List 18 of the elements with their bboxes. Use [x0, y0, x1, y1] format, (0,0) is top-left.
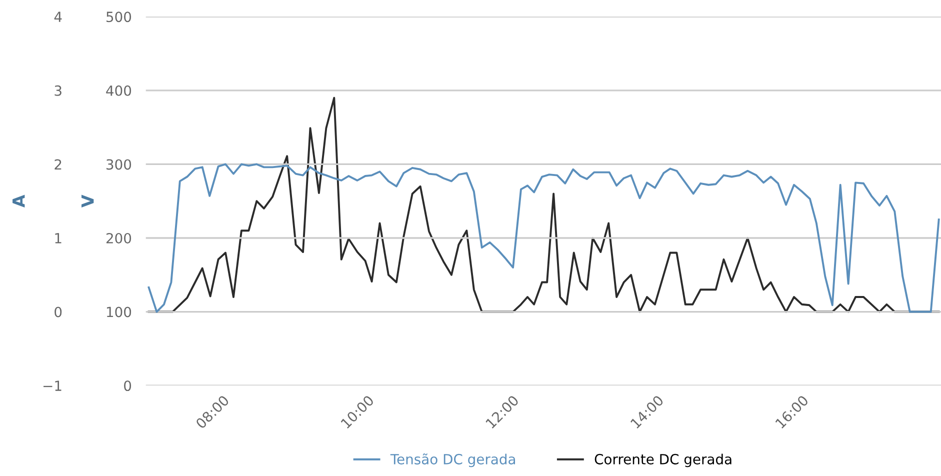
y2-tick-label: 3 [54, 85, 62, 96]
y-tick-label: 0 [124, 380, 132, 392]
line-series [148, 163, 940, 313]
y-axis-title: V [82, 194, 94, 208]
y-tick-label: 400 [106, 85, 132, 96]
y2-tick-label: −1 [44, 380, 62, 391]
y-tick-label: 200 [106, 232, 132, 244]
y-tick-label: 500 [106, 12, 132, 22]
line-series [148, 96, 940, 313]
y2-tick-label: 0 [54, 306, 62, 318]
y-tick-label: 100 [106, 306, 132, 318]
legend-label: Tensão DC gerada [390, 453, 515, 468]
legend-label: Corrente DC gerada [594, 454, 732, 468]
y2-tick-label: 2 [54, 159, 62, 170]
y2-axis-title: A [12, 194, 25, 208]
y2-tick-label: 1 [55, 233, 62, 244]
y-tick-label: 300 [106, 159, 132, 170]
y2-tick-label: 4 [54, 12, 62, 22]
